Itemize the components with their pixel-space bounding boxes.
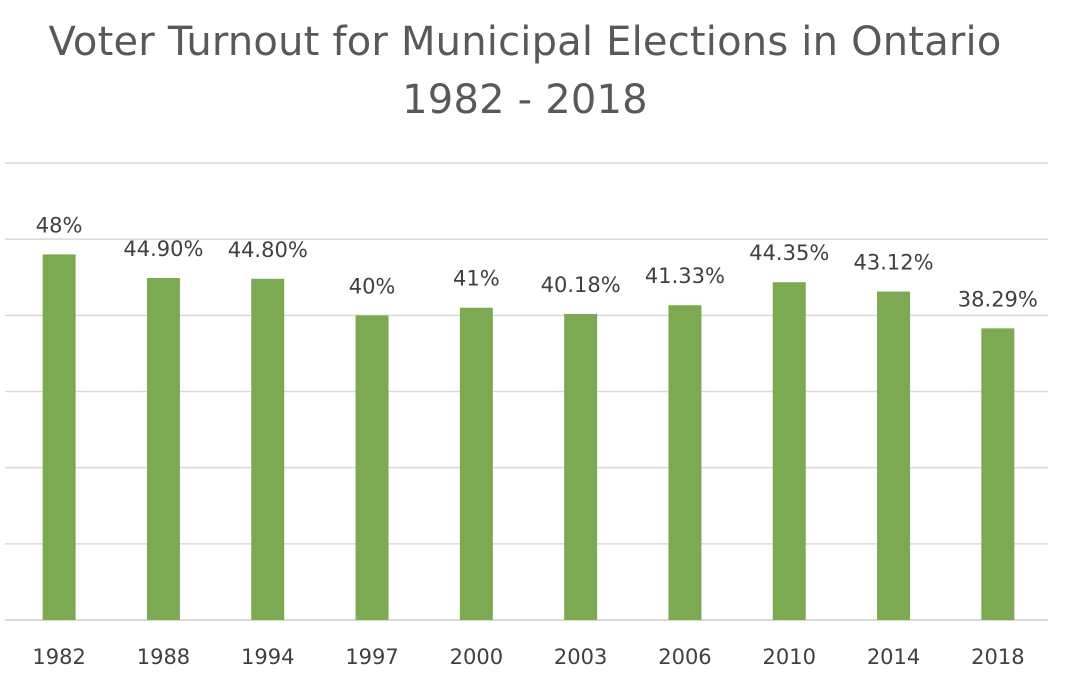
bar-2003 [564,313,598,620]
x-tick-label-1997: 1997 [345,645,398,669]
data-label-2014: 43.12% [854,251,934,275]
data-labels: 48% 44.90% 44.80% 40% 41% 40.18% 41.33% 44.35% 4… [36,213,1038,311]
bar-1997 [355,315,389,620]
data-label-2003: 40.18% [541,273,621,297]
bar-2014 [877,291,911,620]
bar-2010 [772,282,806,620]
x-tick-label-2010: 2010 [763,645,816,669]
chart-subtitle: 1982 - 2018 [402,77,648,123]
chart-title: Voter Turnout for Municipal Elections in… [48,19,1002,65]
x-tick-label-1982: 1982 [32,645,85,669]
x-tick-label-1988: 1988 [137,645,190,669]
bar-2006 [668,305,702,620]
bar-1982 [42,254,76,620]
x-tick-label-2014: 2014 [867,645,920,669]
x-tick-label-1994: 1994 [241,645,294,669]
data-label-2010: 44.35% [749,241,829,265]
x-axis-tick-labels: 1982 1988 1994 1997 2000 2003 2006 2010 2014 2018 [32,645,1024,669]
bars [42,254,1015,620]
data-label-2006: 41.33% [645,264,725,288]
x-tick-label-2000: 2000 [450,645,503,669]
x-tick-label-2003: 2003 [554,645,607,669]
bar-1988 [146,278,180,620]
data-label-2018: 38.29% [958,287,1038,311]
bar-1994 [251,278,285,620]
bar-2000 [459,307,493,620]
data-label-1997: 40% [349,274,396,298]
data-label-2000: 41% [453,267,500,291]
x-tick-label-2018: 2018 [971,645,1024,669]
data-label-1988: 44.90% [123,237,203,261]
data-label-1982: 48% [36,213,83,237]
bar-2018 [981,328,1015,620]
x-tick-label-2006: 2006 [658,645,711,669]
data-label-1994: 44.80% [228,238,308,262]
